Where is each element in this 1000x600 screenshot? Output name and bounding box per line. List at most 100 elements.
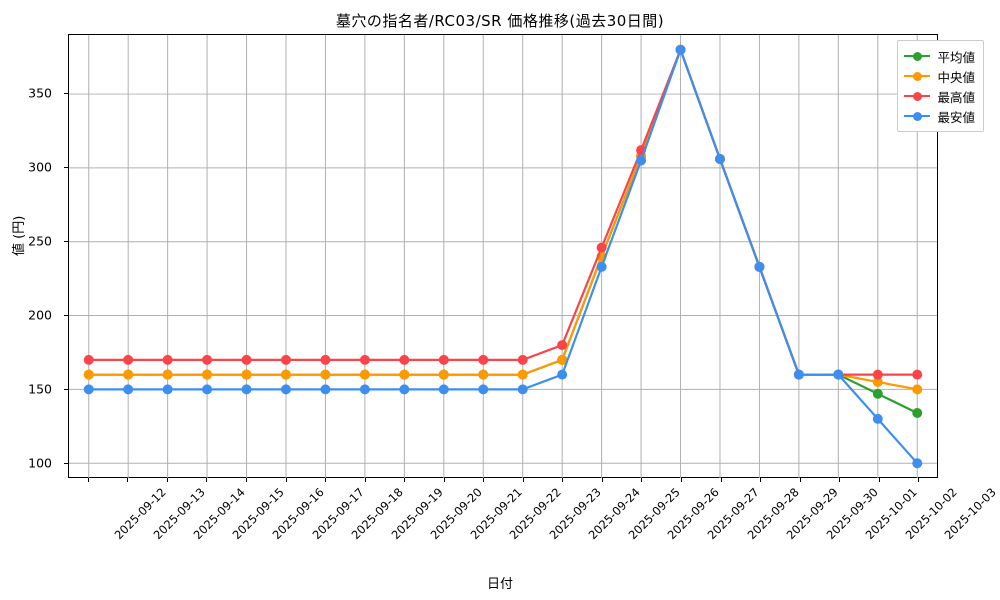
x-tick-mark — [601, 478, 603, 482]
data-point — [596, 261, 607, 272]
data-point — [478, 354, 489, 365]
chart-title: 墓穴の指名者/RC03/SR 価格推移(過去30日間) — [335, 12, 665, 30]
data-point — [241, 354, 252, 365]
data-point — [202, 354, 213, 365]
legend-swatch-icon — [904, 91, 931, 101]
legend-marker-icon — [913, 91, 923, 101]
data-point — [281, 384, 291, 395]
legend-label: 最安値 — [937, 109, 975, 125]
data-point — [833, 369, 844, 380]
data-point — [438, 354, 449, 365]
x-tick-mark — [285, 478, 287, 482]
data-point — [320, 354, 331, 365]
data-point — [123, 384, 134, 395]
x-tick-mark — [206, 478, 208, 482]
y-tick-label: 200 — [28, 307, 52, 323]
y-tick-label: 150 — [28, 381, 52, 397]
grid-lines — [69, 35, 937, 478]
x-tick-mark — [325, 478, 327, 482]
x-tick-mark — [641, 478, 643, 482]
y-tick-label: 350 — [28, 85, 52, 101]
data-point — [162, 354, 173, 365]
legend-marker-icon — [913, 71, 923, 81]
x-tick-mark — [799, 478, 801, 482]
legend-label: 平均値 — [937, 49, 975, 65]
y-tick-mark — [64, 93, 68, 95]
data-point — [281, 354, 291, 365]
data-point — [754, 261, 765, 272]
data-point — [912, 458, 923, 469]
series-2 — [83, 44, 923, 380]
plot-area — [68, 34, 938, 478]
data-point — [478, 384, 489, 395]
data-point — [438, 369, 449, 380]
legend-item-2[interactable]: 最高値 — [904, 86, 975, 106]
data-point — [872, 413, 883, 424]
chart-legend: 平均値中央値最高値最安値 — [897, 40, 984, 132]
x-tick-mark — [918, 478, 920, 482]
data-point — [83, 369, 94, 380]
x-tick-mark — [720, 478, 722, 482]
data-point — [359, 384, 370, 395]
data-point — [557, 369, 568, 380]
data-point — [83, 354, 94, 365]
x-tick-mark — [522, 478, 524, 482]
data-point — [557, 340, 568, 351]
y-tick-mark — [64, 241, 68, 243]
data-point — [320, 384, 331, 395]
x-tick-mark — [87, 478, 89, 482]
y-tick-label: 250 — [28, 233, 52, 249]
data-point — [123, 369, 134, 380]
data-point — [872, 388, 883, 399]
data-point — [359, 369, 370, 380]
data-point — [517, 384, 528, 395]
legend-label: 中央値 — [937, 69, 975, 85]
data-point — [83, 384, 94, 395]
data-point — [281, 369, 291, 380]
data-point — [793, 369, 804, 380]
data-point — [912, 408, 923, 418]
data-point — [399, 354, 410, 365]
legend-item-1[interactable]: 中央値 — [904, 66, 975, 86]
data-point — [557, 354, 568, 365]
x-tick-mark — [364, 478, 366, 482]
legend-swatch-icon — [904, 71, 931, 81]
data-point — [517, 354, 528, 365]
x-tick-mark — [127, 478, 129, 482]
y-tick-mark — [64, 463, 68, 465]
data-point — [202, 369, 213, 380]
data-point — [399, 369, 410, 380]
y-tick-label: 300 — [28, 159, 52, 175]
y-tick-mark — [64, 167, 68, 169]
data-point — [162, 369, 173, 380]
legend-item-0[interactable]: 平均値 — [904, 46, 975, 66]
x-tick-mark — [562, 478, 564, 482]
data-point — [872, 369, 883, 380]
series-1 — [83, 44, 923, 395]
data-point — [872, 377, 883, 387]
x-tick-mark — [878, 478, 880, 482]
data-point — [714, 154, 725, 165]
data-point — [320, 369, 331, 380]
data-point — [912, 384, 923, 395]
legend-label: 最高値 — [937, 89, 975, 105]
data-series-layer — [83, 44, 923, 469]
x-tick-mark — [680, 478, 682, 482]
legend-item-3[interactable]: 最安値 — [904, 106, 975, 126]
legend-marker-icon — [913, 111, 923, 121]
data-point — [438, 384, 449, 395]
y-tick-mark — [64, 389, 68, 391]
x-axis-label: 日付 — [486, 577, 513, 592]
x-tick-mark — [839, 478, 841, 482]
data-point — [399, 384, 410, 395]
data-point — [596, 242, 607, 253]
y-tick-label: 100 — [28, 455, 52, 471]
x-tick-mark — [443, 478, 445, 482]
legend-swatch-icon — [904, 51, 931, 61]
x-tick-mark — [760, 478, 762, 482]
data-point — [912, 369, 923, 380]
data-point — [202, 384, 213, 395]
data-point — [241, 384, 252, 395]
x-tick-mark — [166, 478, 168, 482]
